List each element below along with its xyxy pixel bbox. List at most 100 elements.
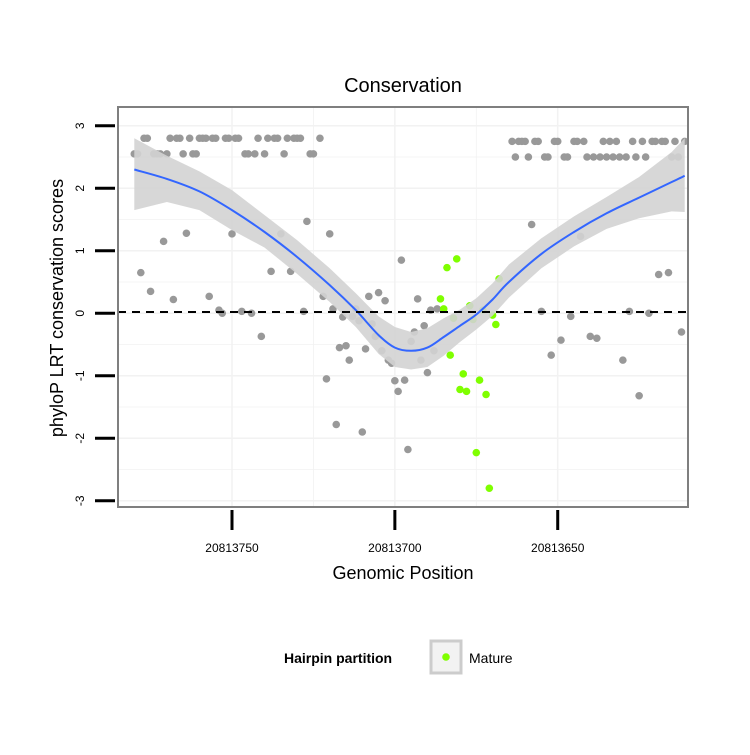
data-point-mature xyxy=(443,263,451,272)
data-point-other xyxy=(166,134,174,143)
data-point-other xyxy=(202,134,210,143)
data-point-other xyxy=(586,332,595,341)
data-point-other xyxy=(423,368,432,377)
data-point-other xyxy=(547,351,555,359)
data-point-mature xyxy=(456,385,464,394)
data-point-other xyxy=(329,305,337,313)
data-point-other xyxy=(254,134,262,143)
data-point-other xyxy=(316,134,324,143)
data-point-mature xyxy=(459,370,468,378)
data-point-other xyxy=(615,153,624,161)
data-point-other xyxy=(433,305,442,313)
data-point-other xyxy=(335,343,344,352)
data-point-other xyxy=(563,153,572,161)
data-point-mature xyxy=(485,484,494,493)
data-point-other xyxy=(583,153,591,161)
data-point-other xyxy=(264,134,272,143)
y-tick-label: -3 xyxy=(73,495,87,506)
data-point-other xyxy=(267,267,275,276)
data-point-other xyxy=(557,336,565,344)
x-tick-label: 20813750 xyxy=(205,541,259,555)
data-point-other xyxy=(645,309,653,318)
data-point-other xyxy=(641,153,650,161)
data-point-other xyxy=(251,150,259,158)
data-point-other xyxy=(534,137,542,146)
data-point-other xyxy=(573,137,582,146)
data-point-other xyxy=(394,387,402,396)
y-tick-label: -2 xyxy=(73,433,87,444)
legend-label-mature: Mature xyxy=(469,650,513,666)
x-tick-label: 20813650 xyxy=(531,541,585,555)
data-point-other xyxy=(273,134,282,143)
data-point-other xyxy=(677,328,686,336)
data-point-other xyxy=(218,309,227,318)
data-point-other xyxy=(361,345,370,353)
data-point-other xyxy=(169,295,178,304)
data-point-other xyxy=(661,137,669,146)
data-point-other xyxy=(596,153,604,161)
data-point-other xyxy=(303,217,311,226)
data-point-other xyxy=(374,288,383,297)
legend-title: Hairpin partition xyxy=(284,650,392,666)
data-point-other xyxy=(283,134,292,143)
data-point-other xyxy=(365,292,373,301)
plot-panel xyxy=(117,106,689,508)
data-point-mature xyxy=(472,448,481,457)
data-point-other xyxy=(609,153,617,161)
data-point-mature xyxy=(452,255,461,263)
data-point-other xyxy=(420,321,428,330)
data-point-other xyxy=(593,334,601,343)
data-point-other xyxy=(671,137,679,146)
data-point-other xyxy=(579,137,588,146)
y-tick-label: 0 xyxy=(73,310,87,317)
data-point-other xyxy=(664,268,673,277)
data-point-other xyxy=(342,341,350,350)
data-point-mature xyxy=(436,295,445,303)
data-point-other xyxy=(521,137,529,146)
data-point-other xyxy=(606,137,614,146)
y-tick-label: 3 xyxy=(73,122,87,129)
data-point-mature xyxy=(475,376,484,384)
data-point-other xyxy=(635,391,643,400)
data-point-other xyxy=(566,312,575,321)
data-point-mature xyxy=(446,351,455,359)
y-axis-title: phyloP LRT conservation scores xyxy=(47,179,67,437)
data-point-mature xyxy=(492,320,500,329)
data-point-mature xyxy=(482,390,490,399)
data-point-other xyxy=(654,270,663,279)
data-point-other xyxy=(280,150,288,158)
data-point-other xyxy=(185,134,194,143)
data-point-other xyxy=(260,150,269,158)
data-point-other xyxy=(544,153,552,161)
data-point-other xyxy=(622,153,630,161)
data-point-other xyxy=(159,237,168,246)
data-point-other xyxy=(632,153,640,161)
chart-title: Conservation xyxy=(344,75,462,97)
data-point-other xyxy=(205,292,213,301)
x-tick-label: 20813700 xyxy=(368,541,422,555)
data-point-other xyxy=(296,134,305,143)
data-point-other xyxy=(619,356,627,364)
data-point-other xyxy=(413,295,422,303)
data-point-other xyxy=(651,137,660,146)
data-point-other xyxy=(345,356,354,364)
data-point-mature xyxy=(462,387,471,396)
data-point-other xyxy=(358,428,367,436)
data-point-other xyxy=(589,153,598,161)
panel-background xyxy=(118,107,688,507)
data-point-other xyxy=(524,153,533,161)
data-point-other xyxy=(325,230,334,238)
data-point-other xyxy=(143,134,152,143)
data-point-other xyxy=(322,375,331,383)
y-tick-label: 2 xyxy=(73,185,87,192)
data-point-other xyxy=(381,296,389,305)
data-point-other xyxy=(612,137,621,146)
data-point-other xyxy=(309,150,318,158)
legend-key-mature-marker xyxy=(442,653,450,661)
data-point-other xyxy=(628,137,637,146)
trend-line xyxy=(134,168,686,352)
data-point-other xyxy=(404,445,412,454)
data-point-other xyxy=(228,230,236,238)
y-axis: 3 2 1 0 -1 -2 -3 xyxy=(73,122,115,506)
